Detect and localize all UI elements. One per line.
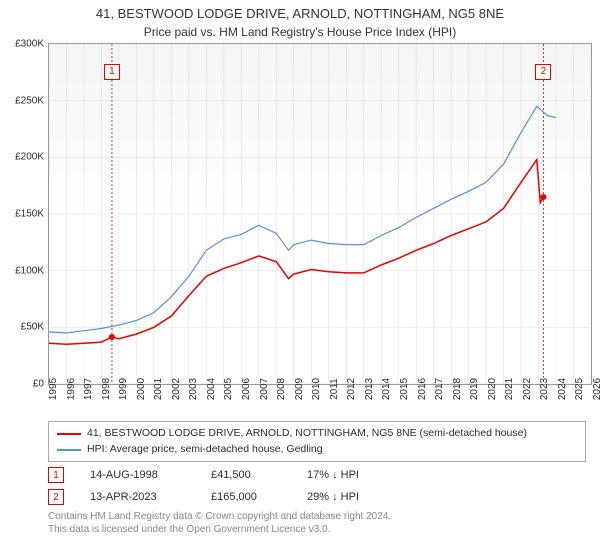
x-tick-label: 1996	[66, 378, 77, 400]
legend: 41, BESTWOOD LODGE DRIVE, ARNOLD, NOTTIN…	[48, 421, 586, 463]
attribution: Contains HM Land Registry data © Crown c…	[48, 510, 586, 536]
x-tick-label: 2012	[346, 378, 357, 400]
marker-badge: 2	[48, 489, 64, 505]
marker-badge: 1	[48, 467, 64, 483]
marker-pct: 17% ↓ HPI	[307, 469, 407, 481]
x-tick-label: 2011	[329, 378, 340, 400]
attribution-line-2: This data is licensed under the Open Gov…	[48, 523, 586, 536]
x-tick-label: 2004	[206, 378, 217, 400]
x-tick-label: 2019	[469, 378, 480, 400]
x-tick-label: 2026	[592, 378, 600, 400]
x-tick-label: 2025	[574, 378, 585, 400]
x-tick-label: 2023	[539, 378, 550, 400]
legend-row: 41, BESTWOOD LODGE DRIVE, ARNOLD, NOTTIN…	[57, 426, 577, 442]
x-tick-label: 2006	[241, 378, 252, 400]
marker-pct: 29% ↓ HPI	[307, 491, 407, 503]
chart-marker-badge: 2	[535, 64, 551, 80]
x-tick-label: 2005	[223, 378, 234, 400]
x-tick-label: 2010	[311, 378, 322, 400]
x-tick-label: 2024	[557, 378, 568, 400]
marker-row: 1 14-AUG-1998 £41,500 17% ↓ HPI	[48, 464, 586, 486]
marker-price: £41,500	[211, 469, 281, 481]
legend-swatch	[57, 433, 81, 435]
marker-row: 2 13-APR-2023 £165,000 29% ↓ HPI	[48, 486, 586, 508]
chart-title: 41, BESTWOOD LODGE DRIVE, ARNOLD, NOTTIN…	[0, 0, 600, 23]
x-tick-label: 2013	[364, 378, 375, 400]
y-axis: £0£50K£100K£150K£200K£250K£300K	[0, 44, 48, 384]
x-axis: 1995199619971998199920002001200220032004…	[48, 385, 592, 417]
x-tick-label: 2020	[487, 378, 498, 400]
x-tick-label: 1995	[48, 378, 59, 400]
x-tick-label: 2003	[188, 378, 199, 400]
chart-subtitle: Price paid vs. HM Land Registry's House …	[0, 23, 600, 43]
marker-date: 14-AUG-1998	[90, 469, 185, 481]
x-tick-label: 2021	[504, 378, 515, 400]
y-tick-label: £0	[33, 379, 44, 390]
marker-date: 13-APR-2023	[90, 491, 185, 503]
y-tick-label: £100K	[15, 265, 44, 276]
y-tick-label: £50K	[21, 322, 44, 333]
legend-swatch	[57, 449, 81, 451]
x-tick-label: 2014	[381, 378, 392, 400]
x-tick-label: 2016	[417, 378, 428, 400]
x-tick-label: 2009	[294, 378, 305, 400]
y-tick-label: £300K	[15, 39, 44, 50]
x-tick-label: 1997	[83, 378, 94, 400]
x-tick-label: 2022	[522, 378, 533, 400]
x-tick-label: 2001	[153, 378, 164, 400]
chart-container: 41, BESTWOOD LODGE DRIVE, ARNOLD, NOTTIN…	[0, 0, 600, 560]
chart-plot-area: 12	[48, 43, 592, 385]
x-tick-label: 1999	[118, 378, 129, 400]
y-tick-label: £150K	[15, 209, 44, 220]
x-tick-label: 2018	[452, 378, 463, 400]
legend-label: HPI: Average price, semi-detached house,…	[87, 442, 323, 458]
x-tick-label: 2015	[399, 378, 410, 400]
y-tick-label: £250K	[15, 95, 44, 106]
marker-price: £165,000	[211, 491, 281, 503]
x-tick-label: 2000	[136, 378, 147, 400]
x-tick-label: 2007	[259, 378, 270, 400]
x-tick-label: 2002	[171, 378, 182, 400]
y-tick-label: £200K	[15, 152, 44, 163]
x-tick-label: 1998	[101, 378, 112, 400]
sale-markers-table: 1 14-AUG-1998 £41,500 17% ↓ HPI 2 13-APR-2023…	[48, 464, 586, 508]
legend-label: 41, BESTWOOD LODGE DRIVE, ARNOLD, NOTTIN…	[87, 426, 527, 442]
x-tick-label: 2017	[434, 378, 445, 400]
chart-marker-badge: 1	[104, 64, 120, 80]
legend-row: HPI: Average price, semi-detached house,…	[57, 442, 577, 458]
attribution-line-1: Contains HM Land Registry data © Crown c…	[48, 510, 586, 523]
x-tick-label: 2008	[276, 378, 287, 400]
chart-svg	[49, 44, 591, 384]
